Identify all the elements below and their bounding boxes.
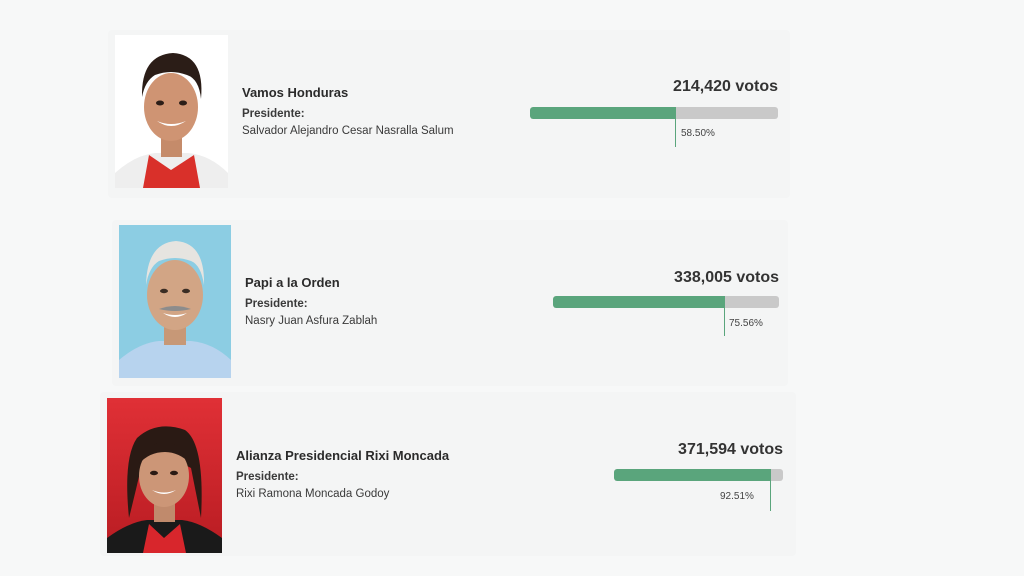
candidate-portrait-image (115, 35, 228, 188)
percent-label: 75.56% (729, 318, 763, 329)
vote-count: 371,594 votos (678, 441, 783, 458)
party-name: Alianza Presidencial Rixi Moncada (236, 448, 450, 463)
percent-marker (770, 469, 772, 511)
candidate-photo-moncada (107, 398, 222, 553)
progress-bar-track (553, 296, 779, 308)
candidate-name: Salvador Alejandro Cesar Nasralla Salum (242, 125, 454, 137)
progress-bar-fill (614, 469, 771, 481)
percent-label: 92.51% (720, 491, 754, 502)
percent-label: 58.50% (681, 128, 715, 139)
role-label: Presidente: (242, 108, 305, 120)
percent-marker (675, 107, 677, 147)
vote-count: 338,005 votos (674, 269, 779, 286)
role-label: Presidente: (245, 298, 308, 310)
candidate-portrait-image (119, 225, 231, 378)
progress-bar-track (530, 107, 778, 119)
percent-marker (723, 296, 725, 336)
progress-bar-fill (553, 296, 724, 308)
vote-count: 214,420 votos (673, 78, 778, 95)
party-name: Papi a la Orden (245, 275, 340, 290)
party-name: Vamos Honduras (242, 85, 349, 100)
candidate-name: Nasry Juan Asfura Zablah (245, 315, 378, 327)
role-label: Presidente: (236, 471, 299, 483)
candidate-photo-nasralla (115, 35, 228, 188)
candidate-portrait-image (107, 398, 222, 553)
candidate-name: Rixi Ramona Moncada Godoy (236, 488, 390, 500)
progress-bar-track (614, 469, 783, 481)
candidate-photo-asfura (119, 225, 231, 378)
progress-bar-fill (530, 107, 676, 119)
